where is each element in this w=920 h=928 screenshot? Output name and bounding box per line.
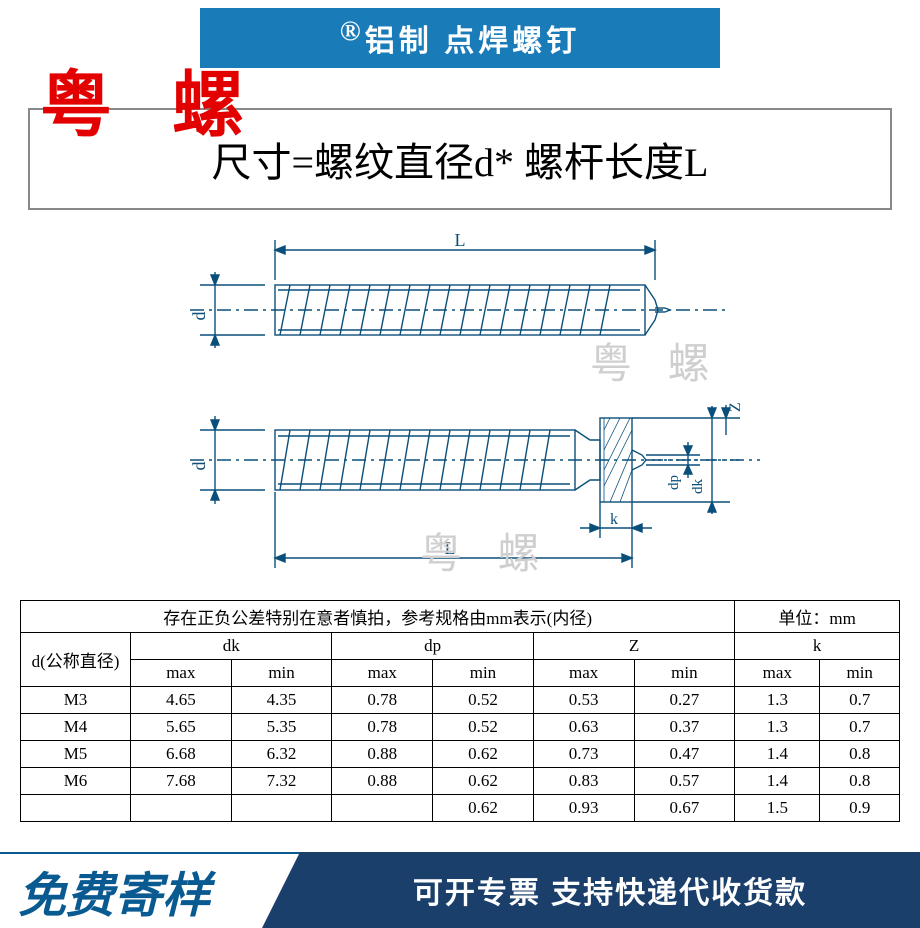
cell: 1.4: [735, 741, 820, 768]
cell-d: M6: [21, 768, 131, 795]
registered-mark: ®: [340, 16, 365, 47]
cell: 0.88: [332, 741, 433, 768]
label-dp: dp: [666, 475, 682, 490]
group-dk: dk: [131, 633, 332, 660]
cell: 0.27: [634, 687, 735, 714]
table-caption-row: 存在正负公差特别在意者慎拍，参考规格由mm表示(内径) 单位：mm: [21, 601, 900, 633]
sub-Z-max: max: [533, 660, 634, 687]
cell: 0.47: [634, 741, 735, 768]
cell: 1.3: [735, 687, 820, 714]
cell: 0.67: [634, 795, 735, 822]
footer-right: 可开专票 支持快递代收货款: [300, 852, 920, 928]
sub-dk-min: min: [231, 660, 332, 687]
sub-k-max: max: [735, 660, 820, 687]
cell: 0.62: [433, 768, 534, 795]
spec-table: 存在正负公差特别在意者慎拍，参考规格由mm表示(内径) 单位：mm d(公称直径…: [20, 600, 900, 822]
footer: 免费寄样 可开专票 支持快递代收货款: [0, 852, 920, 928]
cell: 5.65: [131, 714, 232, 741]
cell: 1.3: [735, 714, 820, 741]
cell: 0.7: [820, 714, 900, 741]
table-row: M5 6.68 6.32 0.88 0.62 0.73 0.47 1.4 0.8: [21, 741, 900, 768]
label-L-top: L: [455, 230, 466, 250]
cell: 4.65: [131, 687, 232, 714]
cell: 0.37: [634, 714, 735, 741]
cell: 5.35: [231, 714, 332, 741]
table-header-sub: max min max min max min max min: [21, 660, 900, 687]
watermark-red: 粤 螺: [40, 46, 264, 151]
title-text: 铝制 点焊螺钉: [365, 25, 581, 58]
watermark-gray-1: 粤 螺: [590, 330, 722, 391]
watermark-gray-2: 粤 螺: [420, 520, 552, 581]
sub-dp-max: max: [332, 660, 433, 687]
cell-d: M5: [21, 741, 131, 768]
label-Z: Z: [727, 402, 744, 412]
cell: 1.4: [735, 768, 820, 795]
table-header-groups: d(公称直径) dk dp Z k: [21, 633, 900, 660]
cell: [332, 795, 433, 822]
table-caption-left: 存在正负公差特别在意者慎拍，参考规格由mm表示(内径): [21, 601, 735, 633]
sub-dp-min: min: [433, 660, 534, 687]
cell: 0.7: [820, 687, 900, 714]
cell: [131, 795, 232, 822]
table-row: 0.62 0.93 0.67 1.5 0.9: [21, 795, 900, 822]
cell: 0.8: [820, 741, 900, 768]
label-d-bottom: d: [189, 462, 209, 471]
spec-table-wrap: 存在正负公差特别在意者慎拍，参考规格由mm表示(内径) 单位：mm d(公称直径…: [20, 600, 900, 822]
group-dp: dp: [332, 633, 533, 660]
cell: [231, 795, 332, 822]
cell: 7.32: [231, 768, 332, 795]
cell-d: [21, 795, 131, 822]
cell: 0.63: [533, 714, 634, 741]
sub-Z-min: min: [634, 660, 735, 687]
cell: 0.88: [332, 768, 433, 795]
cell: 0.9: [820, 795, 900, 822]
cell-d: M3: [21, 687, 131, 714]
cell: 0.8: [820, 768, 900, 795]
cell: 1.5: [735, 795, 820, 822]
sub-dk-max: max: [131, 660, 232, 687]
table-caption-right: 单位：mm: [735, 601, 900, 633]
label-k: k: [610, 511, 618, 528]
label-dk: dk: [690, 479, 706, 495]
table-row: M4 5.65 5.35 0.78 0.52 0.63 0.37 1.3 0.7: [21, 714, 900, 741]
cell: 0.73: [533, 741, 634, 768]
cell: 7.68: [131, 768, 232, 795]
table-row: M3 4.65 4.35 0.78 0.52 0.53 0.27 1.3 0.7: [21, 687, 900, 714]
row-header-d: d(公称直径): [21, 633, 131, 687]
cell: 6.68: [131, 741, 232, 768]
cell: 0.52: [433, 714, 534, 741]
cell-d: M4: [21, 714, 131, 741]
cell: 0.83: [533, 768, 634, 795]
group-k: k: [735, 633, 900, 660]
group-Z: Z: [533, 633, 734, 660]
cell: 0.62: [433, 795, 534, 822]
diagram-area: L d: [0, 230, 920, 590]
label-d-top: d: [189, 312, 209, 321]
cell: 0.57: [634, 768, 735, 795]
cell: 0.62: [433, 741, 534, 768]
cell: 0.53: [533, 687, 634, 714]
cell: 0.78: [332, 687, 433, 714]
footer-left: 免费寄样: [0, 852, 300, 928]
subtitle-text: 尺寸=螺纹直径d* 螺杆长度L: [212, 140, 709, 185]
cell: 4.35: [231, 687, 332, 714]
cell: 6.32: [231, 741, 332, 768]
cell: 0.52: [433, 687, 534, 714]
title-bar: ®铝制 点焊螺钉: [200, 8, 720, 68]
cell: 0.93: [533, 795, 634, 822]
sub-k-min: min: [820, 660, 900, 687]
table-row: M6 7.68 7.32 0.88 0.62 0.83 0.57 1.4 0.8: [21, 768, 900, 795]
cell: 0.78: [332, 714, 433, 741]
